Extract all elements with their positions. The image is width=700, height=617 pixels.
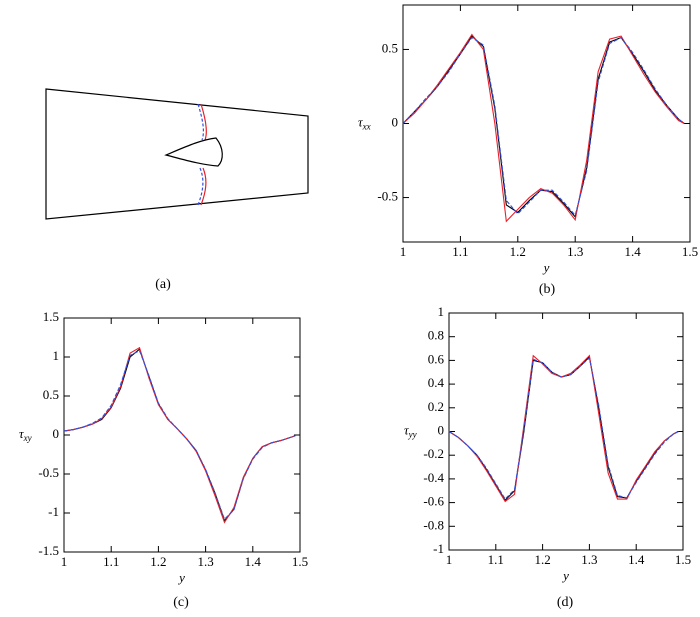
panel-a-diagram	[45, 88, 309, 220]
plot-frame	[63, 317, 301, 553]
y-tick-label: 0.2	[428, 399, 444, 414]
series-line	[402, 36, 685, 217]
x-axis-label: y	[177, 570, 185, 585]
series-line	[63, 349, 296, 521]
y-axis-label: τyy	[404, 422, 417, 439]
caption: (c)	[173, 595, 189, 610]
shock-blue	[197, 103, 204, 206]
x-tick-label: 1.4	[628, 552, 645, 567]
x-tick-label: 1	[61, 554, 68, 569]
y-axis-label: τxx	[358, 114, 371, 131]
y-tick-label: 0.4	[428, 375, 445, 390]
x-tick-label: 1.2	[534, 552, 550, 567]
x-tick-label: 1.2	[150, 554, 166, 569]
x-tick-label: 1.3	[581, 552, 597, 567]
x-tick-label: 1.1	[103, 554, 119, 569]
y-tick-label: -0.6	[423, 494, 444, 509]
series-line	[402, 33, 685, 223]
series-line	[448, 355, 679, 502]
x-tick-label: 1.4	[245, 554, 262, 569]
y-tick-label: -1.5	[38, 543, 59, 558]
y-tick-label: 0	[392, 114, 399, 129]
y-label-symbol: τ	[358, 114, 364, 129]
shock-red	[200, 103, 207, 206]
series-line	[63, 348, 296, 522]
x-tick-label: 1.5	[675, 552, 691, 567]
y-tick-label: -0.4	[423, 470, 444, 485]
y-tick-label: 1	[53, 348, 60, 363]
domain-outline	[45, 88, 309, 220]
y-label-subscript: xx	[362, 122, 371, 132]
x-tick-label: 1.1	[452, 244, 468, 259]
y-label-subscript: yy	[408, 430, 417, 440]
y-tick-label: -0.5	[38, 465, 59, 480]
y-tick-label: 1.5	[43, 309, 59, 324]
y-tick-label: 0	[438, 422, 445, 437]
x-tick-label: 1.3	[567, 244, 583, 259]
y-tick-label: -0.2	[423, 446, 444, 461]
series-line	[63, 346, 296, 524]
x-tick-label: 1.4	[624, 244, 641, 259]
y-tick-label: -0.8	[423, 517, 444, 532]
y-label-symbol: τ	[404, 422, 410, 437]
caption: (b)	[539, 282, 556, 297]
caption: (a)	[155, 277, 171, 292]
x-tick-label: 1.5	[292, 554, 308, 569]
y-tick-label: -0.5	[377, 189, 398, 204]
x-tick-label: 1	[400, 244, 407, 259]
plot-frame	[402, 4, 691, 243]
y-tick-label: 0.6	[428, 351, 445, 366]
x-tick-label: 1.2	[510, 244, 526, 259]
y-tick-label: 1	[438, 304, 445, 319]
body-outline	[164, 137, 223, 167]
y-tick-label: -1	[433, 541, 444, 556]
x-axis-label: y	[561, 568, 569, 583]
y-tick-label: 0.5	[43, 387, 59, 402]
y-label-symbol: τ	[19, 426, 25, 441]
x-tick-label: 1	[446, 552, 453, 567]
y-tick-label: 0	[53, 426, 60, 441]
y-tick-label: -1	[48, 504, 59, 519]
y-tick-label: 0.8	[428, 328, 444, 343]
x-tick-label: 1.5	[682, 244, 698, 259]
y-axis-label: τxy	[19, 426, 32, 443]
series-line	[448, 354, 679, 503]
y-label-subscript: xy	[23, 433, 32, 443]
x-axis-label: y	[542, 260, 550, 275]
x-tick-label: 1.1	[488, 552, 504, 567]
caption: (d)	[557, 595, 574, 610]
y-tick-label: 0.5	[382, 40, 398, 55]
plot-frame	[448, 312, 684, 551]
x-tick-label: 1.3	[197, 554, 213, 569]
series-line	[448, 356, 679, 500]
